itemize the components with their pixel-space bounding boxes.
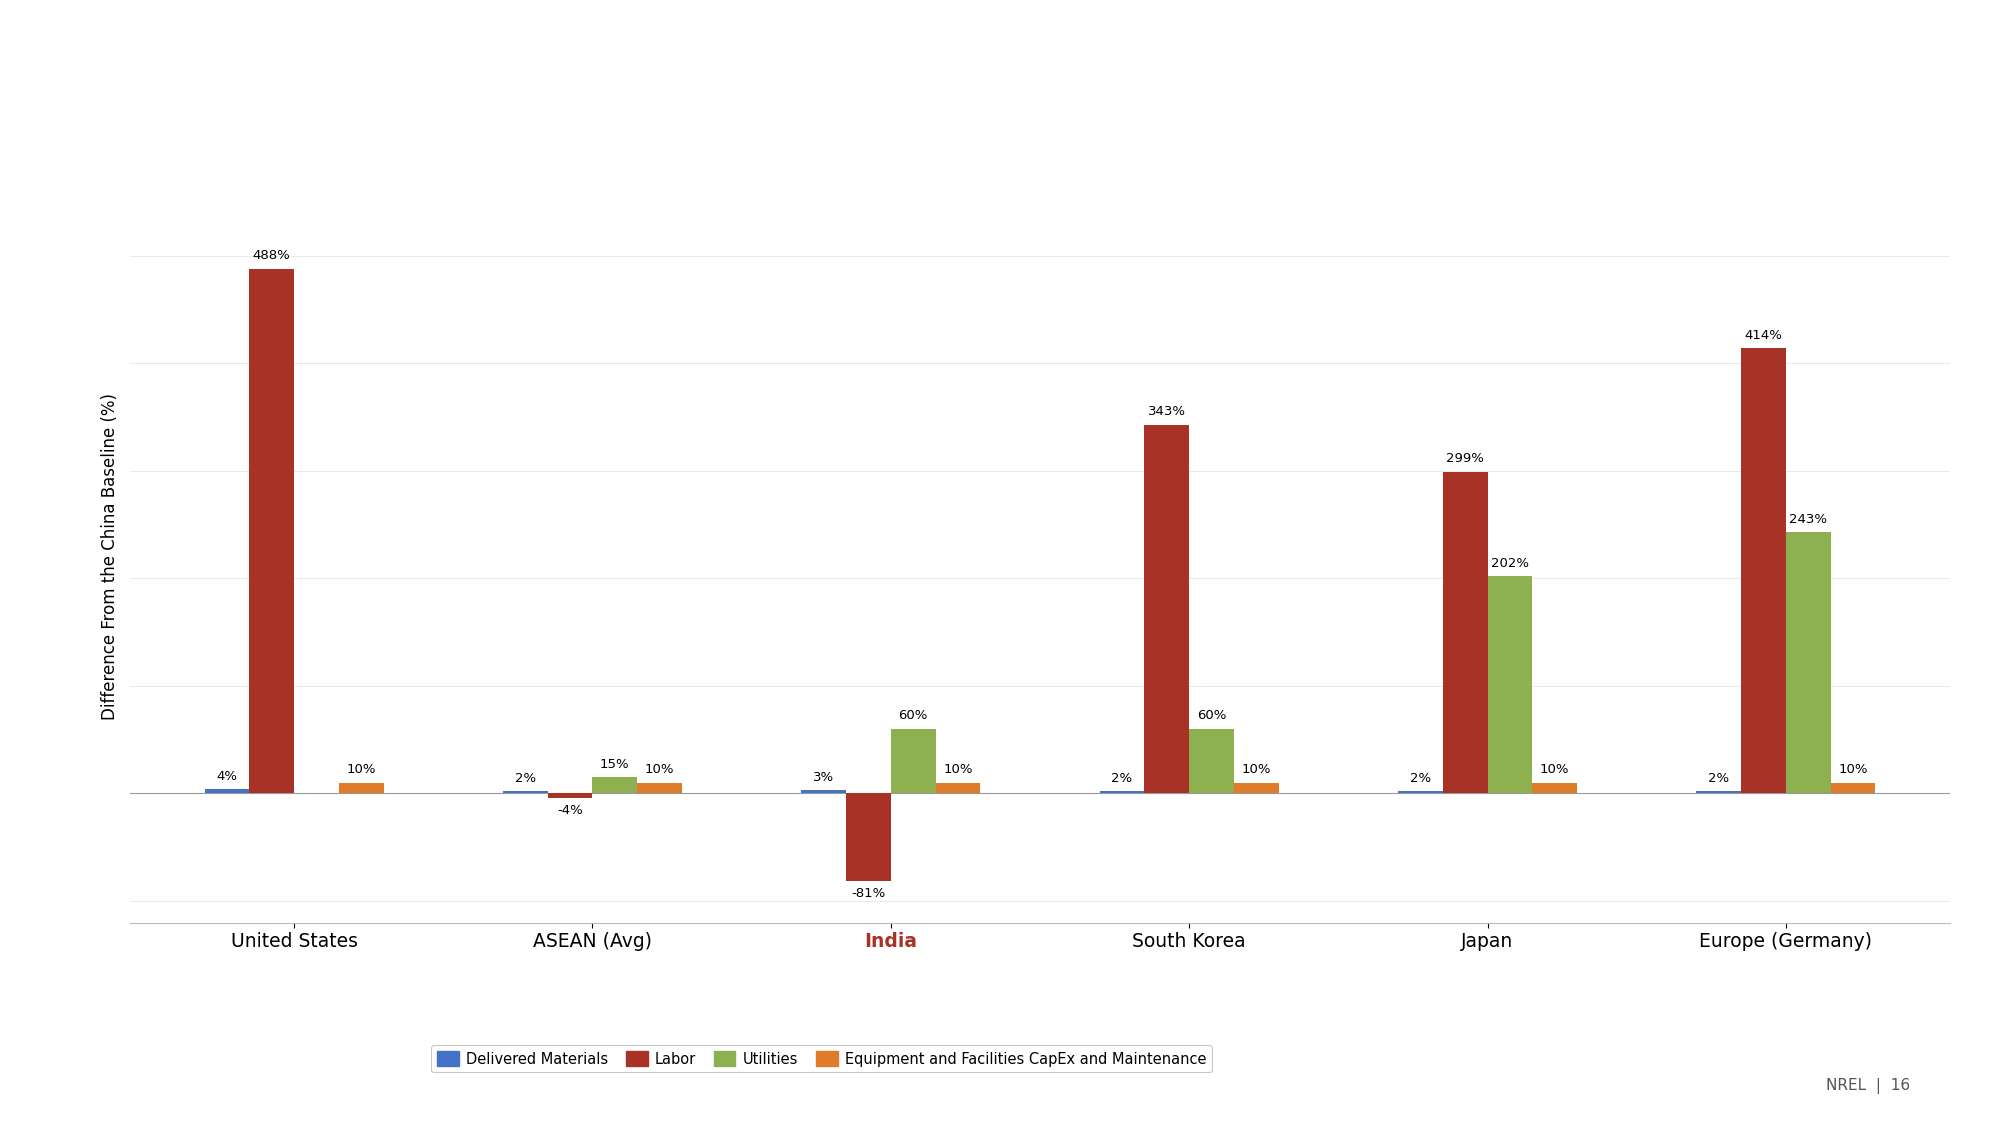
- Text: 299%: 299%: [1446, 452, 1484, 466]
- Bar: [338, 783, 384, 793]
- Text: NREL  |  16: NREL | 16: [1826, 1078, 1910, 1094]
- Bar: [1786, 532, 1830, 793]
- Text: 60%: 60%: [898, 710, 928, 722]
- Bar: [846, 793, 890, 881]
- Bar: [1190, 729, 1234, 793]
- Bar: [592, 777, 638, 793]
- Text: 488%: 488%: [252, 250, 290, 262]
- Bar: [204, 789, 250, 793]
- Legend: Delivered Materials, Labor, Utilities, Equipment and Facilities CapEx and Mainte: Delivered Materials, Labor, Utilities, E…: [432, 1045, 1212, 1072]
- Bar: [1234, 783, 1278, 793]
- Bar: [1488, 576, 1532, 793]
- Text: 414%: 414%: [1744, 328, 1782, 342]
- Bar: [1442, 471, 1488, 793]
- Bar: [638, 783, 682, 793]
- Bar: [1100, 791, 1144, 793]
- Text: 10%: 10%: [1242, 763, 1272, 776]
- Text: 343%: 343%: [1148, 405, 1186, 418]
- Bar: [936, 783, 980, 793]
- Bar: [1144, 424, 1190, 793]
- Text: 10%: 10%: [1838, 763, 1868, 776]
- Text: 2%: 2%: [1708, 772, 1730, 785]
- Bar: [890, 729, 936, 793]
- Text: 202%: 202%: [1490, 557, 1528, 569]
- Text: 243%: 243%: [1790, 513, 1828, 525]
- Bar: [1830, 783, 1876, 793]
- Text: 10%: 10%: [944, 763, 972, 776]
- Bar: [548, 793, 592, 798]
- Text: 2%: 2%: [514, 772, 536, 785]
- Text: -81%: -81%: [852, 886, 886, 900]
- Bar: [250, 269, 294, 793]
- Y-axis label: Difference From the China Baseline (%): Difference From the China Baseline (%): [100, 394, 118, 720]
- Text: 10%: 10%: [644, 763, 674, 776]
- Bar: [1696, 791, 1742, 793]
- Text: 60%: 60%: [1196, 710, 1226, 722]
- Bar: [802, 790, 846, 793]
- Text: NREL Manufacturing Cost Model Results Including Polysilicon, Monocrystalline Ing: NREL Manufacturing Cost Model Results In…: [36, 107, 1178, 125]
- Bar: [502, 791, 548, 793]
- Text: -4%: -4%: [558, 804, 582, 817]
- Text: 2%: 2%: [1410, 772, 1430, 785]
- Text: 15%: 15%: [600, 758, 630, 771]
- Text: 10%: 10%: [1540, 763, 1570, 776]
- Bar: [1532, 783, 1578, 793]
- Text: 10%: 10%: [346, 763, 376, 776]
- Bar: [1398, 791, 1442, 793]
- Text: 2%: 2%: [1112, 772, 1132, 785]
- Bar: [1742, 349, 1786, 793]
- Text: Differences in the Cost of Goods Sold (COGS) for Nationally-Integrated PV Supply: Differences in the Cost of Goods Sold (C…: [36, 34, 1496, 62]
- Text: 3%: 3%: [814, 771, 834, 784]
- Text: 4%: 4%: [216, 770, 238, 783]
